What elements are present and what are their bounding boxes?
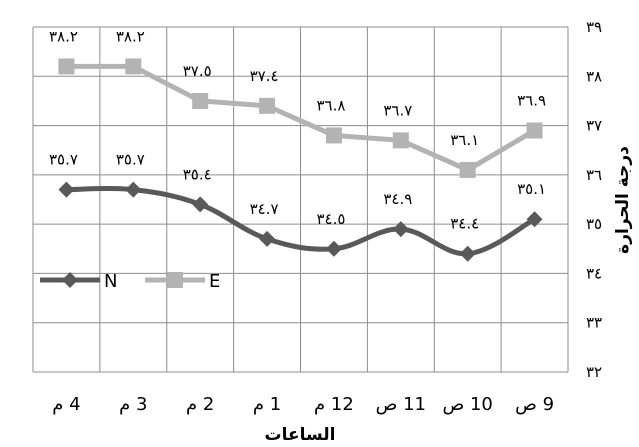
y-axis-ticks: ٣٢ ٣٣ ٣٤ ٣٥ ٣٦ ٣٧ ٣٨ ٣٩: [586, 18, 602, 381]
data-point-E: [526, 122, 543, 139]
data-label-N: ٣٥.٤: [183, 165, 212, 183]
data-label-E: ٣٨.٢: [49, 27, 78, 45]
data-label-N: ٣٤.٧: [250, 200, 279, 218]
y-tick-label: ٣٦: [586, 166, 602, 184]
legend-marker: [62, 272, 78, 288]
data-point-N: [526, 211, 543, 228]
x-tick-label: 9 ص: [515, 394, 554, 415]
y-tick-label: ٣٢: [586, 363, 602, 381]
data-label-N: ٣٥.٧: [116, 151, 145, 169]
x-tick-label: 3 م: [119, 394, 147, 415]
data-label-E: ٣٧.٥: [183, 62, 212, 80]
data-label-N: ٣٥.٧: [49, 151, 78, 169]
data-label-E: ٣٦.٩: [517, 92, 546, 110]
x-tick-label: 11 ص: [376, 394, 426, 415]
series-N: ٣٥.٧ ٣٥.٧ ٣٥.٤ ٣٤.٧ ٣٤.٥ ٣٤.٩ ٣٤.٤ ٣٥.١: [49, 151, 546, 262]
x-axis-title: الساعات: [265, 425, 336, 445]
data-label-N: ٣٤.٤: [450, 215, 479, 233]
y-tick-label: ٣٩: [586, 18, 602, 36]
x-tick-label: 1 م: [253, 394, 281, 415]
x-tick-label: 10 ص: [442, 394, 492, 415]
gridlines: [32, 26, 569, 373]
data-point-E: [459, 161, 476, 178]
data-point-E: [259, 97, 276, 114]
data-point-N: [192, 196, 209, 213]
data-point-E: [392, 132, 409, 149]
data-label-E: ٣٦.٧: [383, 101, 412, 119]
x-tick-label: 4 م: [52, 394, 80, 415]
data-label-E: ٣٨.٢: [116, 27, 145, 45]
y-tick-label: ٣٧: [586, 117, 602, 135]
data-point-N: [459, 245, 476, 262]
data-point-N: [325, 240, 342, 257]
data-label-N: ٣٤.٩: [383, 190, 412, 208]
data-label-E: ٣٦.١: [450, 131, 479, 149]
data-point-N: [58, 181, 75, 198]
data-point-E: [192, 92, 209, 109]
legend-label: N: [104, 271, 117, 292]
data-point-N: [392, 221, 409, 238]
series-line-E: [66, 63, 536, 173]
data-point-N: [259, 230, 276, 247]
data-point-E: [325, 127, 342, 144]
legend-item-N: N: [40, 271, 117, 292]
y-tick-label: ٣٨: [586, 67, 602, 85]
legend-marker: [167, 272, 183, 288]
y-axis-title: درجة الحرارة: [613, 146, 633, 254]
y-tick-label: ٣٥: [586, 215, 602, 233]
data-label-N: ٣٤.٥: [316, 210, 345, 228]
data-label-E: ٣٧.٤: [250, 67, 279, 85]
x-tick-label: 2 م: [186, 394, 214, 415]
series-E: ٣٨.٢ ٣٨.٢ ٣٧.٥ ٣٧.٤ ٣٦.٨ ٣٦.٧ ٣٦.١ ٣٦.٩: [49, 27, 546, 178]
legend-label: E: [209, 271, 220, 292]
y-tick-label: ٣٤: [586, 264, 602, 282]
y-tick-label: ٣٣: [586, 314, 602, 332]
x-tick-label: 12 م: [314, 394, 354, 415]
data-point-N: [125, 181, 142, 198]
data-label-E: ٣٦.٨: [316, 96, 345, 114]
data-point-E: [58, 58, 75, 75]
x-axis-ticks: 4 م 3 م 2 م 1 م 12 م 11 ص 10 ص 9 ص: [52, 394, 554, 415]
data-label-N: ٣٥.١: [517, 180, 546, 198]
legend-item-E: E: [145, 271, 220, 292]
data-point-E: [125, 58, 142, 75]
